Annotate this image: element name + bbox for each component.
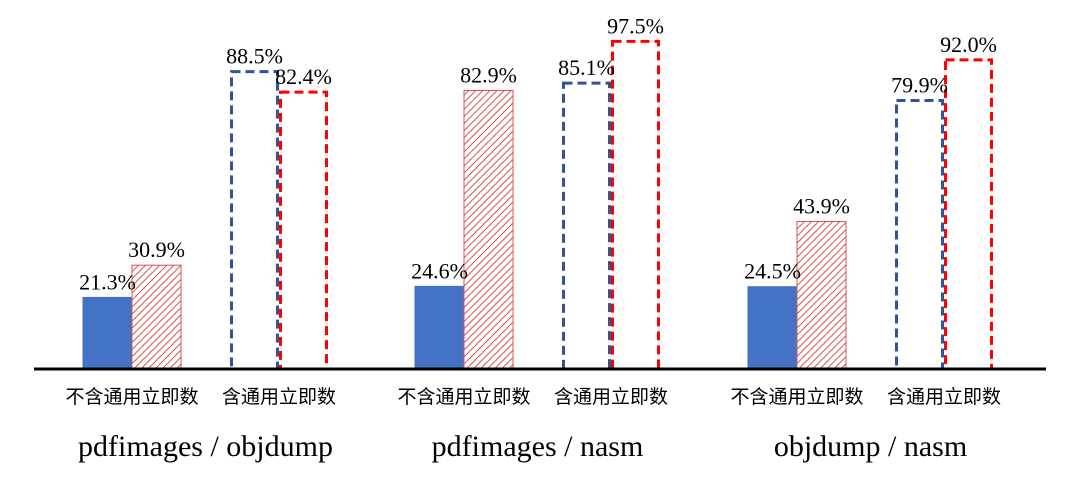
bar-pdfimages-objdump-with-imm-red: [279, 90, 328, 371]
bar-objdump-nasm-with-imm-blue: [895, 99, 944, 371]
value-label: 85.1%: [558, 55, 615, 80]
subgroup-label: 不含通用立即数: [65, 386, 198, 408]
subgroup-label: 不含通用立即数: [730, 386, 863, 408]
value-label: 88.5%: [226, 44, 283, 69]
subgroup-label: 含通用立即数: [887, 386, 1001, 408]
bars-layer: [82, 39, 993, 371]
group-label: pdfimages / objdump: [78, 430, 333, 463]
bar-objdump-nasm-without-imm-red: [796, 220, 847, 370]
value-label: 82.9%: [460, 62, 517, 87]
value-label: 79.9%: [891, 73, 948, 98]
bar-objdump-nasm-without-imm-blue: [747, 286, 798, 370]
value-label: 43.9%: [793, 193, 850, 218]
subgroup-label: 含通用立即数: [222, 386, 336, 408]
bar-objdump-nasm-with-imm-red: [944, 58, 993, 371]
subgroup-label: 含通用立即数: [554, 386, 668, 408]
labels-layer: 21.3% 30.9% 不含通用立即数 88.5%82.4% 含通用立即数 pdfimag…: [65, 13, 1001, 463]
bar-pdfimages-nasm-with-imm-blue: [562, 81, 611, 371]
bar-pdfimages-objdump-without-imm-red: [131, 264, 182, 370]
value-label: 21.3%: [79, 269, 136, 294]
bar-pdfimages-nasm-without-imm-red: [463, 89, 514, 370]
subgroup-label: 不含通用立即数: [397, 386, 530, 408]
bar-pdfimages-nasm-with-imm-red: [611, 39, 660, 371]
bar-pdfimages-objdump-without-imm-blue: [82, 296, 133, 370]
group-label: objdump / nasm: [774, 430, 967, 463]
group-label: pdfimages / nasm: [432, 430, 644, 463]
value-label: 24.5%: [744, 259, 801, 284]
value-label: 97.5%: [607, 13, 664, 38]
bar-pdfimages-nasm-without-imm-blue: [414, 285, 465, 370]
value-label: 92.0%: [940, 32, 997, 57]
value-label: 24.6%: [411, 258, 468, 283]
value-label: 30.9%: [128, 237, 185, 262]
value-label: 82.4%: [275, 64, 332, 89]
bar-pdfimages-objdump-with-imm-blue: [230, 70, 279, 371]
